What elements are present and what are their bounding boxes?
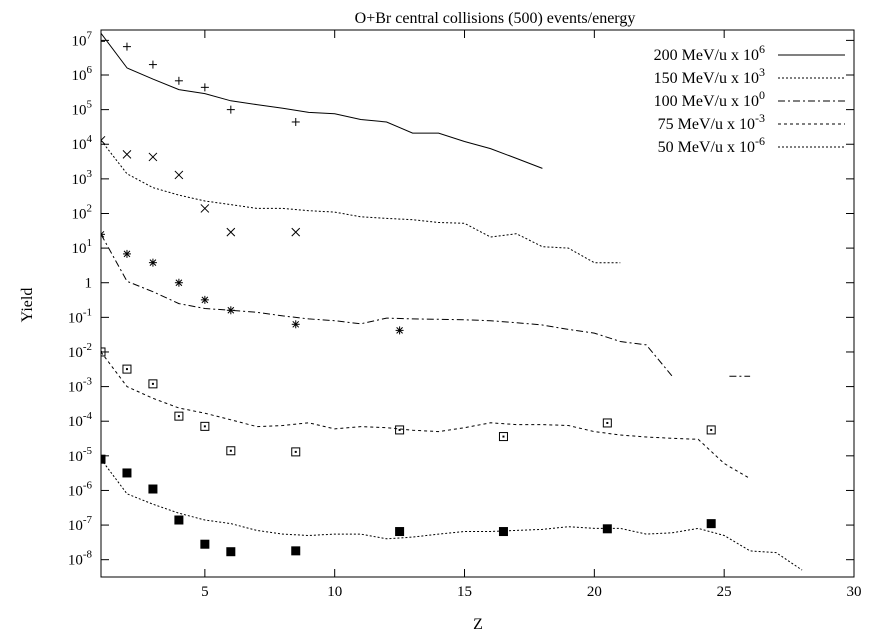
data-point-star bbox=[101, 230, 105, 239]
data-point-square bbox=[101, 347, 106, 357]
series-line-1 bbox=[101, 139, 621, 264]
data-point-plus bbox=[122, 42, 131, 51]
legend-label-4: 50 MeV/u x 10-6 bbox=[658, 134, 765, 156]
data-point-star bbox=[291, 320, 300, 329]
data-point-filled-square bbox=[174, 515, 184, 525]
data-point-x bbox=[122, 150, 132, 159]
x-axis: 5 10 15 20 25 30 bbox=[201, 30, 862, 600]
y-tick-label: 10-6 bbox=[68, 479, 93, 499]
data-point-filled-square bbox=[395, 527, 405, 537]
data-point-star bbox=[395, 326, 404, 335]
legend-label-3: 75 MeV/u x 10-3 bbox=[658, 111, 765, 133]
y-tick-label: 103 bbox=[72, 168, 93, 188]
chart-title: O+Br central collisions (500) events/ene… bbox=[355, 10, 636, 27]
data-point-x bbox=[226, 227, 236, 237]
plot-frame bbox=[100, 29, 855, 578]
series-line-0 bbox=[101, 32, 543, 169]
data-point-filled-square bbox=[706, 519, 716, 529]
x-tick-label: 5 bbox=[201, 584, 209, 600]
data-point-square bbox=[498, 432, 508, 442]
data-point-filled-square bbox=[226, 547, 236, 557]
data-point-x bbox=[101, 135, 106, 145]
data-point-square bbox=[291, 447, 301, 457]
data-point-plus bbox=[200, 83, 209, 92]
data-point-x bbox=[174, 170, 184, 180]
y-tick-label: 102 bbox=[72, 202, 93, 222]
data-point-star bbox=[226, 306, 235, 315]
y-tick-label: 10-8 bbox=[68, 549, 93, 569]
data-point-x bbox=[148, 152, 158, 162]
y-tick-label: 10-1 bbox=[68, 306, 92, 326]
y-axis-label: Yield bbox=[19, 288, 36, 323]
y-tick-label: 1 bbox=[85, 276, 93, 292]
data-point-filled-square bbox=[122, 468, 132, 478]
x-tick-label: 25 bbox=[717, 584, 732, 600]
x-tick-label: 30 bbox=[847, 584, 862, 600]
data-point-square bbox=[174, 411, 184, 421]
series-line-4 bbox=[101, 458, 803, 571]
y-tick-label: 10-5 bbox=[68, 445, 93, 465]
data-point-star bbox=[122, 249, 131, 258]
data-point-filled-square bbox=[498, 527, 508, 537]
x-axis-label: Z bbox=[473, 616, 483, 633]
y-tick-label: 104 bbox=[72, 133, 93, 153]
data-point-star bbox=[148, 258, 157, 267]
data-point-square bbox=[602, 418, 612, 428]
data-point-plus bbox=[291, 117, 300, 126]
data-point-filled-square bbox=[602, 524, 612, 534]
series-lines bbox=[101, 32, 803, 571]
data-point-x bbox=[200, 204, 210, 213]
y-tick-label: 101 bbox=[72, 237, 93, 257]
legend-label-2: 100 MeV/u x 100 bbox=[654, 88, 765, 110]
data-point-star bbox=[174, 278, 183, 287]
y-tick-label: 105 bbox=[72, 99, 93, 119]
y-tick-label: 10-4 bbox=[68, 410, 93, 430]
series-line-3 bbox=[101, 351, 751, 480]
data-point-plus bbox=[148, 60, 157, 69]
y-tick-label: 10-3 bbox=[68, 376, 93, 396]
data-point-filled-square bbox=[101, 454, 106, 464]
x-tick-label: 20 bbox=[587, 584, 602, 600]
data-point-square bbox=[200, 421, 210, 431]
data-point-plus bbox=[101, 37, 105, 46]
x-tick-label: 10 bbox=[327, 584, 342, 600]
y-tick-label: 10-2 bbox=[68, 341, 92, 361]
data-point-square bbox=[706, 425, 716, 435]
data-point-star bbox=[200, 295, 209, 304]
y-tick-label: 107 bbox=[72, 29, 93, 49]
legend-label-0: 200 MeV/u x 106 bbox=[654, 42, 765, 64]
y-axis: 107 106 105 104 103 102 101 1 10-1 10-2 10-3 10-4 10… bbox=[68, 29, 854, 569]
data-point-square bbox=[148, 379, 158, 389]
data-point-filled-square bbox=[200, 539, 210, 549]
data-point-filled-square bbox=[148, 484, 158, 494]
y-tick-label: 106 bbox=[72, 64, 93, 84]
data-point-x bbox=[291, 227, 301, 237]
y-tick-label: 10-7 bbox=[68, 514, 93, 534]
data-point-plus bbox=[174, 76, 183, 85]
series-points bbox=[101, 37, 716, 557]
data-point-square bbox=[122, 364, 132, 374]
data-point-filled-square bbox=[291, 546, 301, 556]
series-line-2 bbox=[101, 234, 673, 377]
data-point-square bbox=[395, 425, 405, 435]
legend-label-1: 150 MeV/u x 103 bbox=[654, 65, 765, 87]
x-tick-label: 15 bbox=[457, 584, 472, 600]
data-point-plus bbox=[226, 105, 235, 114]
data-point-square bbox=[226, 446, 236, 456]
